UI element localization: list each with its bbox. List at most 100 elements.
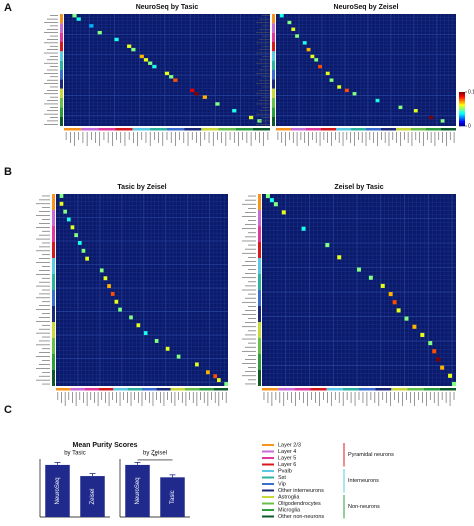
group-strip: [98, 128, 116, 131]
panel-title: Mean Purity Scores: [73, 442, 138, 449]
group-strip: [326, 388, 343, 391]
heatmap-cell: [420, 332, 425, 337]
group-strip: [336, 128, 351, 131]
heatmap-cell: [59, 201, 64, 206]
heatmap-cell: [85, 256, 89, 261]
heatmap-cell: [344, 88, 349, 93]
heatmap-cell: [114, 37, 119, 42]
group-strip: [258, 242, 261, 258]
heatmap-cell: [413, 109, 418, 113]
heatmap-cell: [440, 365, 445, 370]
group-strip: [185, 388, 200, 391]
heatmap-background: [262, 194, 456, 386]
group-strip: [199, 388, 214, 391]
heatmap-cell: [325, 71, 330, 76]
heatmap-cell: [89, 24, 94, 28]
legend-group: Non-neurons: [348, 504, 380, 510]
heatmap-cell: [127, 44, 132, 48]
colorbar-step: [459, 114, 465, 117]
heatmap-cell: [173, 78, 178, 82]
heatmap-cell: [428, 341, 433, 346]
group-strip: [278, 388, 295, 391]
heatmap-cell: [325, 243, 330, 248]
heatmap-cell: [131, 47, 136, 52]
group-strip: [132, 128, 150, 131]
group-strip: [272, 14, 275, 24]
heatmap-cell: [432, 349, 437, 354]
bar-label: Tasic: [170, 490, 176, 504]
heatmap-cell: [59, 194, 64, 198]
heatmap-cell: [114, 299, 119, 304]
legend-label: Pvalb: [278, 468, 292, 474]
group-strip: [258, 338, 261, 354]
group-strip: [272, 98, 275, 108]
group-strip: [52, 258, 55, 274]
group-strip: [113, 388, 128, 391]
group-strip: [351, 128, 366, 131]
legend-label: Other non-neurons: [278, 514, 324, 520]
heatmap-cell: [265, 194, 270, 199]
heatmap-cell: [190, 88, 195, 93]
legend-label: Vip: [278, 481, 286, 487]
heatmap-cell: [452, 381, 456, 386]
heatmap-cell: [206, 370, 210, 375]
legend-label: Microglia: [278, 507, 301, 513]
heatmap-cell: [352, 92, 357, 96]
bar-label: NeuroSeq: [135, 477, 141, 504]
group-strip: [411, 128, 426, 131]
heatmap-cell: [314, 58, 319, 62]
group-strip: [52, 370, 55, 386]
heatmap-cell: [357, 267, 361, 272]
colorbar-step: [459, 93, 465, 96]
group-strip: [52, 242, 55, 258]
heatmap-cell: [337, 85, 342, 89]
group-strip: [235, 128, 253, 131]
colorbar-label: 0: [468, 123, 471, 129]
group-strip: [366, 128, 381, 131]
group-strip: [52, 338, 55, 354]
heatmap-cell: [392, 300, 397, 305]
group-strip: [60, 70, 63, 80]
group-strip: [262, 388, 279, 391]
colorbar-label: 0.1: [468, 89, 474, 95]
heatmap-background: [276, 14, 456, 126]
group-strip: [213, 388, 228, 391]
heatmap-cell: [398, 105, 403, 110]
group-strip: [52, 274, 55, 290]
group-strip: [70, 388, 85, 391]
group-strip: [258, 226, 261, 242]
colorbar-step: [459, 100, 465, 103]
heatmap-cell: [329, 78, 334, 82]
group-strip: [258, 322, 261, 338]
group-strip: [60, 60, 63, 70]
group-strip: [60, 79, 63, 89]
colorbar-step: [459, 117, 465, 120]
group-strip: [272, 51, 275, 61]
heatmap-cell: [143, 331, 148, 336]
heatmap-background: [56, 194, 228, 386]
heatmap-cell: [368, 275, 373, 280]
panel-letter: C: [4, 404, 12, 416]
legend-label: Layer 6: [278, 462, 296, 468]
panel-letter: A: [4, 2, 12, 14]
heatmap-cell: [412, 324, 417, 329]
heatmap-cell: [72, 14, 77, 18]
group-strip: [52, 194, 55, 210]
group-strip: [272, 79, 275, 89]
heatmap-cell: [388, 292, 393, 297]
legend-group: Pyramidal neurons: [348, 452, 394, 458]
group-strip: [441, 128, 456, 131]
legend-label: Layer 5: [278, 455, 296, 461]
colorbar-step: [459, 115, 465, 118]
heatmap-cell: [99, 268, 104, 273]
heatmap-title: NeuroSeq by Zeisel: [334, 4, 399, 11]
heatmap-cell: [118, 307, 122, 312]
group-strip: [60, 98, 63, 108]
colorbar-step: [459, 120, 465, 123]
group-strip: [52, 226, 55, 242]
group-strip: [426, 128, 441, 131]
legend-label: Other interneurons: [278, 488, 324, 494]
heatmap-cell: [318, 64, 322, 69]
group-strip: [272, 70, 275, 80]
